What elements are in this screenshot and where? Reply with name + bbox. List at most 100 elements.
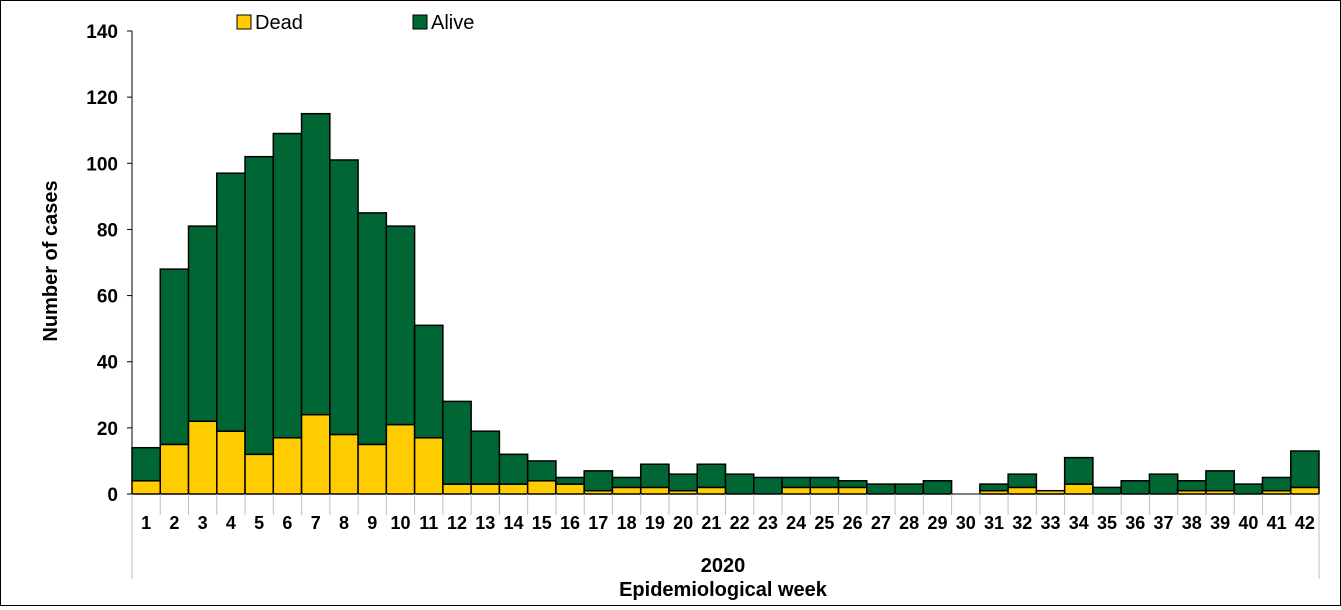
bar-dead-week-26 xyxy=(837,486,868,495)
bar-alive-week-27 xyxy=(866,483,896,495)
x-tick-label: 3 xyxy=(198,513,208,533)
bar-alive-week-2 xyxy=(159,268,190,446)
x-tick-label: 25 xyxy=(814,513,834,533)
bar-alive-week-12 xyxy=(442,400,472,485)
x-tick-label: 27 xyxy=(871,513,891,533)
bar-dead-week-7 xyxy=(300,413,331,495)
legend-swatch-alive xyxy=(412,14,428,30)
bar-alive-week-20 xyxy=(668,473,698,492)
legend: Dead Alive xyxy=(236,12,474,34)
bar-alive-week-36 xyxy=(1120,480,1151,495)
bar-dead-week-5 xyxy=(244,453,275,495)
y-axis-title: Number of cases xyxy=(40,180,62,341)
bar-dead-week-10 xyxy=(385,423,416,495)
x-tick-label: 37 xyxy=(1154,513,1174,533)
x-tick-label: 40 xyxy=(1238,513,1258,533)
bar-alive-week-41 xyxy=(1261,476,1292,492)
y-tick-label: 20 xyxy=(97,419,118,440)
bar-alive-week-23 xyxy=(753,476,783,495)
bar-alive-week-8 xyxy=(329,159,359,436)
x-tick-label: 6 xyxy=(282,513,292,533)
y-tick-label: 60 xyxy=(97,287,118,308)
x-tick-label: 28 xyxy=(899,513,919,533)
bar-alive-week-9 xyxy=(357,212,388,446)
bar-dead-week-14 xyxy=(498,483,529,495)
bar-dead-week-2 xyxy=(159,443,190,495)
bar-dead-week-16 xyxy=(555,483,585,495)
x-tick-label: 24 xyxy=(786,513,806,533)
x-tick-label: 42 xyxy=(1295,513,1315,533)
bar-alive-week-22 xyxy=(724,473,755,495)
x-tick-label: 1 xyxy=(141,513,151,533)
x-tick-label: 9 xyxy=(367,513,377,533)
y-tick-label: 40 xyxy=(97,353,118,374)
bar-alive-week-40 xyxy=(1233,483,1264,495)
legend-swatch-dead xyxy=(236,14,252,30)
y-axis: 0 20 40 60 80 100 120 140 xyxy=(86,22,133,506)
bar-alive-week-19 xyxy=(639,463,670,489)
bar-dead-week-6 xyxy=(272,437,303,495)
bar-alive-week-10 xyxy=(385,225,416,426)
bar-alive-week-39 xyxy=(1205,470,1235,492)
x-tick-label: 12 xyxy=(447,513,467,533)
x-tick-label: 36 xyxy=(1125,513,1145,533)
bar-alive-week-13 xyxy=(470,430,501,485)
x-tick-label: 31 xyxy=(984,513,1004,533)
bar-dead-week-34 xyxy=(1063,483,1094,495)
x-tick-label: 4 xyxy=(226,513,236,533)
bar-alive-week-31 xyxy=(979,483,1009,492)
bar-alive-week-34 xyxy=(1063,456,1094,485)
bar-dead-week-9 xyxy=(357,443,388,495)
bar-alive-week-5 xyxy=(244,155,275,456)
bar-alive-week-14 xyxy=(498,453,529,485)
x-tick-label: 11 xyxy=(419,513,438,533)
bar-dead-week-13 xyxy=(470,483,501,495)
bar-alive-week-6 xyxy=(272,132,303,439)
bar-alive-week-18 xyxy=(611,476,642,489)
bar-dead-week-4 xyxy=(216,430,246,495)
x-tick-label: 34 xyxy=(1069,513,1089,533)
bar-dead-week-11 xyxy=(413,437,444,495)
x-tick-label: 2 xyxy=(169,513,179,533)
x-tick-label: 17 xyxy=(588,513,608,533)
x-tick-label: 33 xyxy=(1040,513,1060,533)
x-tick-label: 16 xyxy=(560,513,580,533)
x-tick-label: 13 xyxy=(475,513,495,533)
bar-alive-week-21 xyxy=(696,463,727,489)
x-tick-label: 15 xyxy=(532,513,552,533)
legend-label-dead: Dead xyxy=(255,12,303,34)
bar-alive-week-37 xyxy=(1148,473,1179,495)
y-tick-label: 120 xyxy=(86,88,118,109)
bar-alive-week-3 xyxy=(187,225,218,422)
bar-alive-week-29 xyxy=(922,480,953,495)
x-tick-label: 7 xyxy=(311,513,321,533)
y-tick-label: 80 xyxy=(97,220,118,241)
bar-dead-week-3 xyxy=(187,420,218,495)
x-tick-label: 10 xyxy=(390,513,410,533)
bar-alive-week-42 xyxy=(1289,450,1320,489)
x-tick-label: 26 xyxy=(843,513,863,533)
y-tick-label: 140 xyxy=(86,22,118,43)
x-tick-label: 8 xyxy=(339,513,349,533)
bar-dead-week-21 xyxy=(696,486,727,495)
bar-alive-week-35 xyxy=(1092,486,1122,495)
bar-dead-week-8 xyxy=(329,433,359,495)
x-tick-label: 38 xyxy=(1182,513,1202,533)
x-tick-label: 41 xyxy=(1267,513,1287,533)
x-tick-label: 30 xyxy=(956,513,976,533)
bar-alive-week-15 xyxy=(526,460,557,482)
x-tick-label: 19 xyxy=(645,513,665,533)
bar-dead-week-12 xyxy=(442,483,472,495)
x-tick-label: 14 xyxy=(504,513,524,533)
bar-alive-week-26 xyxy=(837,480,868,489)
x-tick-label: 39 xyxy=(1210,513,1230,533)
x-tick-label: 22 xyxy=(730,513,750,533)
legend-label-alive: Alive xyxy=(431,12,474,34)
x-tick-label: 21 xyxy=(701,513,721,533)
bar-dead-week-18 xyxy=(611,486,642,495)
year-label: 2020 xyxy=(701,555,746,577)
x-tick-label: 35 xyxy=(1097,513,1117,533)
bar-alive-week-1 xyxy=(131,446,162,482)
bar-alive-week-28 xyxy=(894,483,925,495)
